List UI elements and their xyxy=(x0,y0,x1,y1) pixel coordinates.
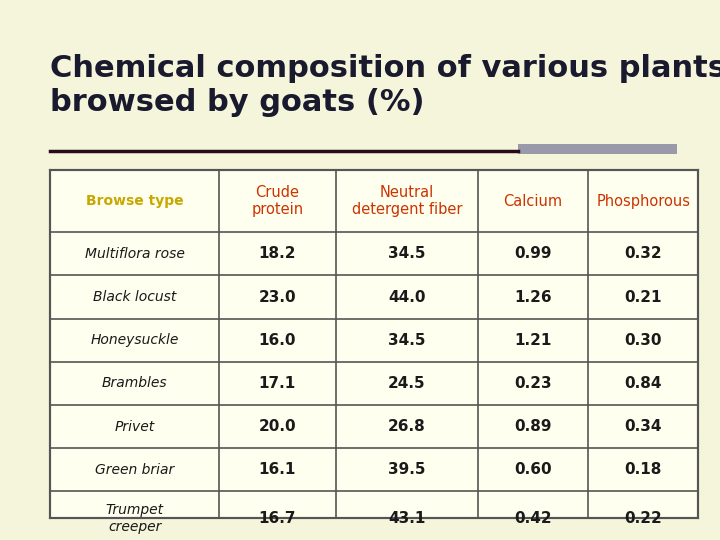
Text: 0.42: 0.42 xyxy=(514,511,552,526)
Text: 0.21: 0.21 xyxy=(624,289,662,305)
Text: 1.26: 1.26 xyxy=(514,289,552,305)
Text: 39.5: 39.5 xyxy=(388,462,426,477)
Text: Phosphorous: Phosphorous xyxy=(596,194,690,208)
Text: 0.89: 0.89 xyxy=(514,419,552,434)
FancyBboxPatch shape xyxy=(50,170,698,518)
Text: Brambles: Brambles xyxy=(102,376,168,390)
FancyBboxPatch shape xyxy=(518,144,677,154)
Text: 23.0: 23.0 xyxy=(258,289,296,305)
Text: Crude
protein: Crude protein xyxy=(251,185,303,217)
Text: 1.21: 1.21 xyxy=(515,333,552,348)
Text: 0.34: 0.34 xyxy=(624,419,662,434)
Text: 43.1: 43.1 xyxy=(388,511,426,526)
Text: 16.0: 16.0 xyxy=(258,333,296,348)
Text: 0.32: 0.32 xyxy=(624,246,662,261)
Text: 17.1: 17.1 xyxy=(258,376,296,391)
Text: 0.22: 0.22 xyxy=(624,511,662,526)
Text: 0.30: 0.30 xyxy=(624,333,662,348)
Text: 0.18: 0.18 xyxy=(625,462,662,477)
Text: Neutral
detergent fiber: Neutral detergent fiber xyxy=(351,185,462,217)
Text: 16.1: 16.1 xyxy=(258,462,296,477)
Text: Multiflora rose: Multiflora rose xyxy=(85,247,184,261)
Text: 0.84: 0.84 xyxy=(624,376,662,391)
Text: Black locust: Black locust xyxy=(93,290,176,304)
Text: 18.2: 18.2 xyxy=(258,246,296,261)
Text: Green briar: Green briar xyxy=(95,463,174,477)
Text: Honeysuckle: Honeysuckle xyxy=(91,333,179,347)
Text: 20.0: 20.0 xyxy=(258,419,296,434)
Text: Privet: Privet xyxy=(114,420,155,434)
Text: 26.8: 26.8 xyxy=(388,419,426,434)
Text: Calcium: Calcium xyxy=(503,194,563,208)
Text: 16.7: 16.7 xyxy=(258,511,296,526)
Text: 0.99: 0.99 xyxy=(514,246,552,261)
Text: 0.23: 0.23 xyxy=(514,376,552,391)
Text: 44.0: 44.0 xyxy=(388,289,426,305)
Text: 34.5: 34.5 xyxy=(388,333,426,348)
Text: 24.5: 24.5 xyxy=(388,376,426,391)
Text: 0.60: 0.60 xyxy=(514,462,552,477)
Text: Trumpet
creeper: Trumpet creeper xyxy=(106,503,163,534)
Text: Chemical composition of various plants
browsed by goats (%): Chemical composition of various plants b… xyxy=(50,54,720,117)
Text: 34.5: 34.5 xyxy=(388,246,426,261)
Text: Browse type: Browse type xyxy=(86,194,184,208)
